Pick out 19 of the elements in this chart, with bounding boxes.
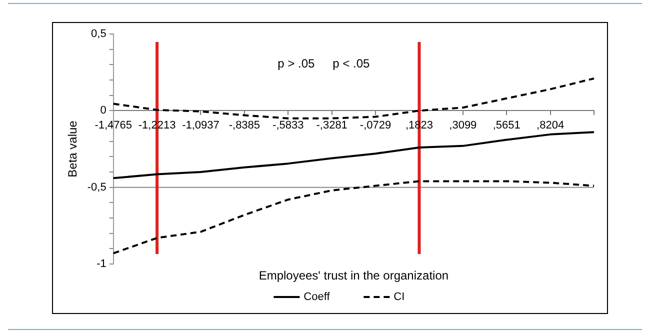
x-tick-label: -,3281	[316, 120, 348, 132]
x-tick-label: ,5651	[492, 120, 520, 132]
x-axis-title: Employees' trust in the organization	[258, 268, 449, 282]
x-tick-label: -1,0937	[182, 120, 220, 132]
x-tick-label: -,5833	[272, 120, 304, 132]
y-tick-label: -1	[96, 258, 106, 270]
annotation: p > .05	[278, 56, 316, 70]
x-tick-label: -,0729	[360, 120, 392, 132]
x-tick-label: -1,4765	[94, 120, 132, 132]
y-tick-label: -0,5	[87, 181, 106, 194]
annotation: p < .05	[332, 56, 370, 70]
legend-label: CI	[394, 291, 405, 304]
x-tick-label: ,8204	[536, 120, 564, 132]
x-tick-label: -,8385	[228, 120, 260, 132]
legend-label: Coeff	[304, 291, 331, 304]
x-tick-label: ,3099	[449, 120, 477, 132]
y-tick-label: 0	[100, 104, 106, 117]
y-axis-title: Beta value	[66, 120, 80, 178]
y-tick-label: 0,5	[91, 28, 106, 40]
